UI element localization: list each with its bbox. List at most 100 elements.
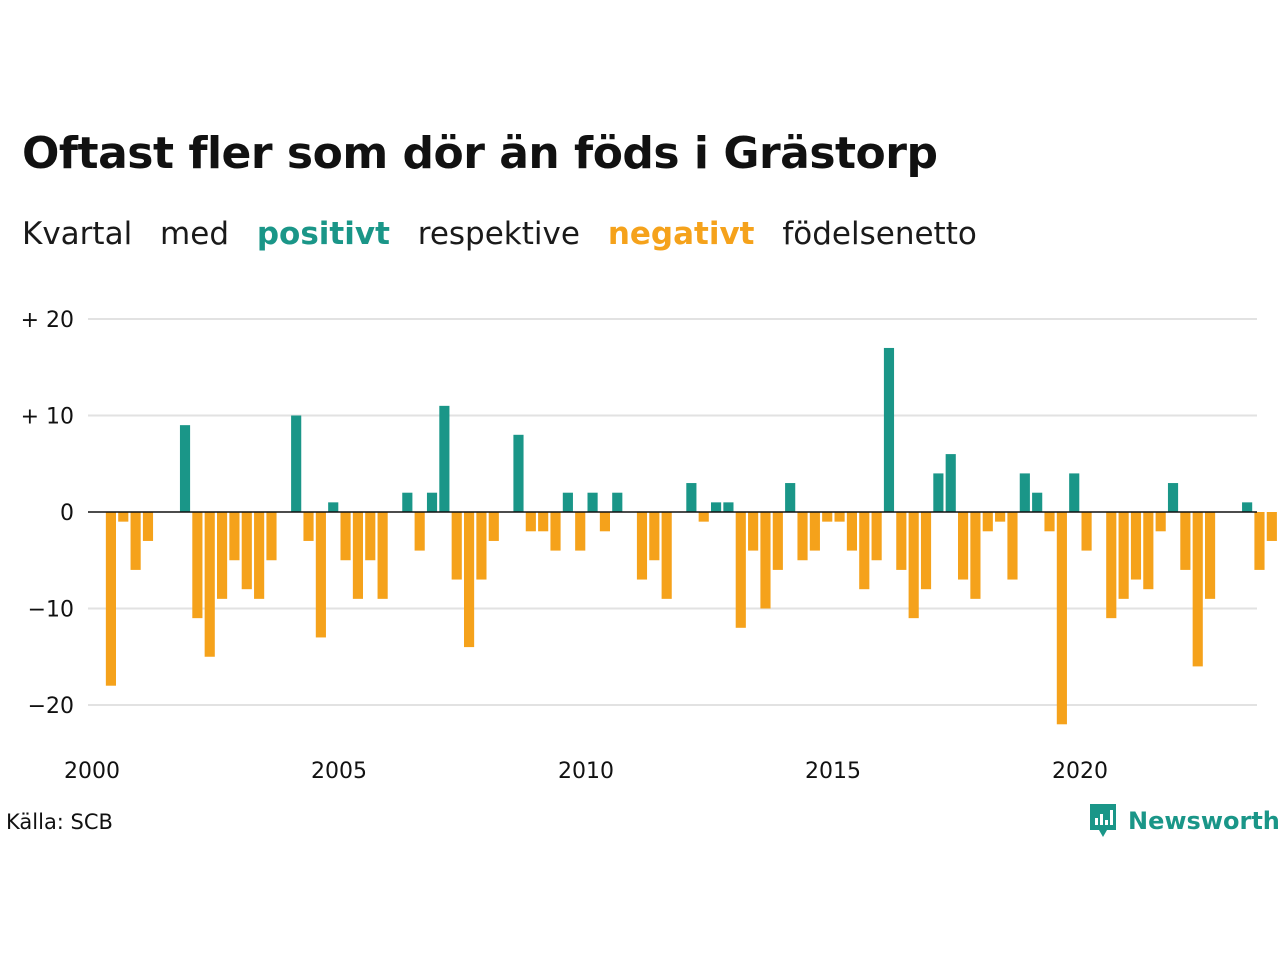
bar: [711, 502, 722, 512]
bar: [291, 415, 302, 512]
bar: [192, 512, 203, 619]
bar: [686, 483, 697, 512]
bar: [315, 512, 326, 638]
subtitle-word: födelsenetto: [782, 216, 977, 252]
bar: [785, 483, 796, 512]
bar: [1192, 512, 1203, 667]
bar: [822, 512, 833, 522]
bar: [748, 512, 759, 551]
bar: [1155, 512, 1166, 532]
legend-negative: negativt: [607, 216, 755, 252]
bar: [464, 512, 475, 648]
bar: [451, 512, 462, 580]
x-tick-label: 2010: [558, 759, 614, 784]
bar: [958, 512, 969, 580]
bar: [846, 512, 857, 551]
bar: [970, 512, 981, 599]
bar: [105, 512, 116, 686]
y-tick-label: + 10: [21, 405, 74, 430]
legend-positive: positivt: [256, 216, 390, 252]
bar: [118, 512, 129, 522]
newsworthy-logo-icon: [1090, 804, 1116, 837]
bar: [908, 512, 919, 619]
subtitle-word: med: [160, 216, 229, 252]
bar: [772, 512, 783, 570]
bar: [871, 512, 882, 561]
bar: [1205, 512, 1216, 599]
bar: [130, 512, 141, 570]
bar: [229, 512, 240, 561]
bar: [834, 512, 845, 522]
bar: [142, 512, 154, 541]
bar: [1069, 473, 1080, 512]
bar: [538, 512, 549, 532]
subtitle-word: Kvartal: [22, 216, 133, 252]
source-note: Källa: SCB: [6, 810, 113, 834]
bar: [525, 512, 536, 532]
bar: [204, 512, 215, 657]
bar-chart: −20 −10 0 + 10 + 20 2000 2005 2010 2015 2020: [21, 308, 1277, 784]
bar: [254, 512, 265, 599]
bar: [723, 502, 734, 512]
x-tick-label: 2000: [64, 759, 120, 784]
subtitle-word: respektive: [417, 216, 580, 252]
bar: [488, 512, 499, 541]
bar: [1167, 483, 1179, 512]
brand-logo: Newsworthy: [1088, 802, 1280, 840]
y-tick-label: 0: [60, 501, 74, 526]
bar: [426, 492, 438, 512]
bar: [1254, 512, 1265, 570]
bar: [562, 492, 573, 512]
bar: [1242, 502, 1253, 512]
bar: [1180, 512, 1191, 570]
y-tick-label: + 20: [21, 308, 74, 333]
bar: [303, 512, 314, 541]
bar: [809, 512, 820, 551]
bar: [649, 512, 660, 561]
bar: [414, 512, 425, 551]
bar: [1019, 473, 1030, 512]
bar: [599, 512, 610, 532]
bar: [1130, 512, 1142, 580]
bar: [945, 454, 956, 512]
y-tick-label: −10: [28, 598, 74, 623]
bar: [439, 405, 450, 512]
bar: [797, 512, 808, 561]
bar: [1056, 512, 1067, 725]
bar: [402, 492, 413, 512]
bar: [377, 512, 388, 599]
bar: [995, 512, 1006, 522]
bar: [241, 512, 252, 590]
bar: [550, 512, 561, 551]
bar: [760, 512, 771, 609]
bar: [340, 512, 351, 561]
y-tick-label: −20: [28, 694, 74, 719]
bar: [266, 512, 277, 561]
bar: [982, 512, 993, 532]
bar: [1032, 492, 1043, 512]
bar: [896, 512, 907, 570]
bar: [735, 512, 746, 628]
x-tick-label: 2005: [311, 759, 367, 784]
bar: [883, 347, 895, 512]
bar: [698, 512, 709, 522]
x-tick-label: 2015: [805, 759, 861, 784]
bar: [636, 512, 648, 580]
x-tick-label: 2020: [1052, 759, 1108, 784]
bar: [1007, 512, 1018, 580]
bar: [352, 512, 363, 599]
bar: [933, 473, 944, 512]
bar: [612, 492, 623, 512]
bar: [859, 512, 870, 590]
bar: [587, 492, 598, 512]
bar: [179, 425, 191, 512]
bar: [513, 434, 524, 512]
chart-subtitle: Kvartal med positivt respektive negativt…: [22, 216, 995, 252]
bar: [365, 512, 376, 561]
bar: [1143, 512, 1154, 590]
bar: [1106, 512, 1117, 619]
bar: [1081, 512, 1092, 551]
bar: [476, 512, 487, 580]
bar: [217, 512, 228, 599]
bar: [328, 502, 339, 512]
